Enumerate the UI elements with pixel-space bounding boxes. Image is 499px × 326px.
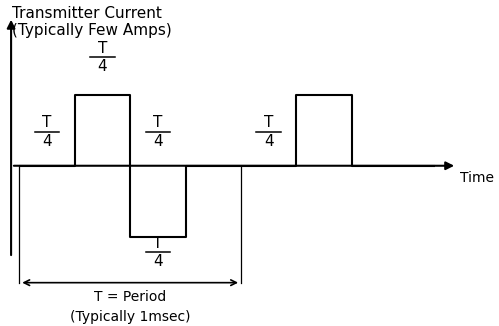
Text: 4: 4	[42, 134, 52, 149]
Text: Time: Time	[460, 171, 494, 185]
Text: 4: 4	[98, 59, 107, 74]
Text: 4: 4	[153, 134, 163, 149]
Text: T: T	[98, 41, 107, 56]
Text: 4: 4	[153, 254, 163, 269]
Text: T: T	[42, 115, 52, 130]
Text: Transmitter Current
(Typically Few Amps): Transmitter Current (Typically Few Amps)	[12, 6, 172, 38]
Text: T: T	[153, 115, 163, 130]
Text: (Typically 1msec): (Typically 1msec)	[70, 310, 191, 324]
Text: 4: 4	[264, 134, 273, 149]
Text: T: T	[264, 115, 273, 130]
Text: T: T	[153, 236, 163, 251]
Text: T = Period: T = Period	[94, 290, 166, 304]
